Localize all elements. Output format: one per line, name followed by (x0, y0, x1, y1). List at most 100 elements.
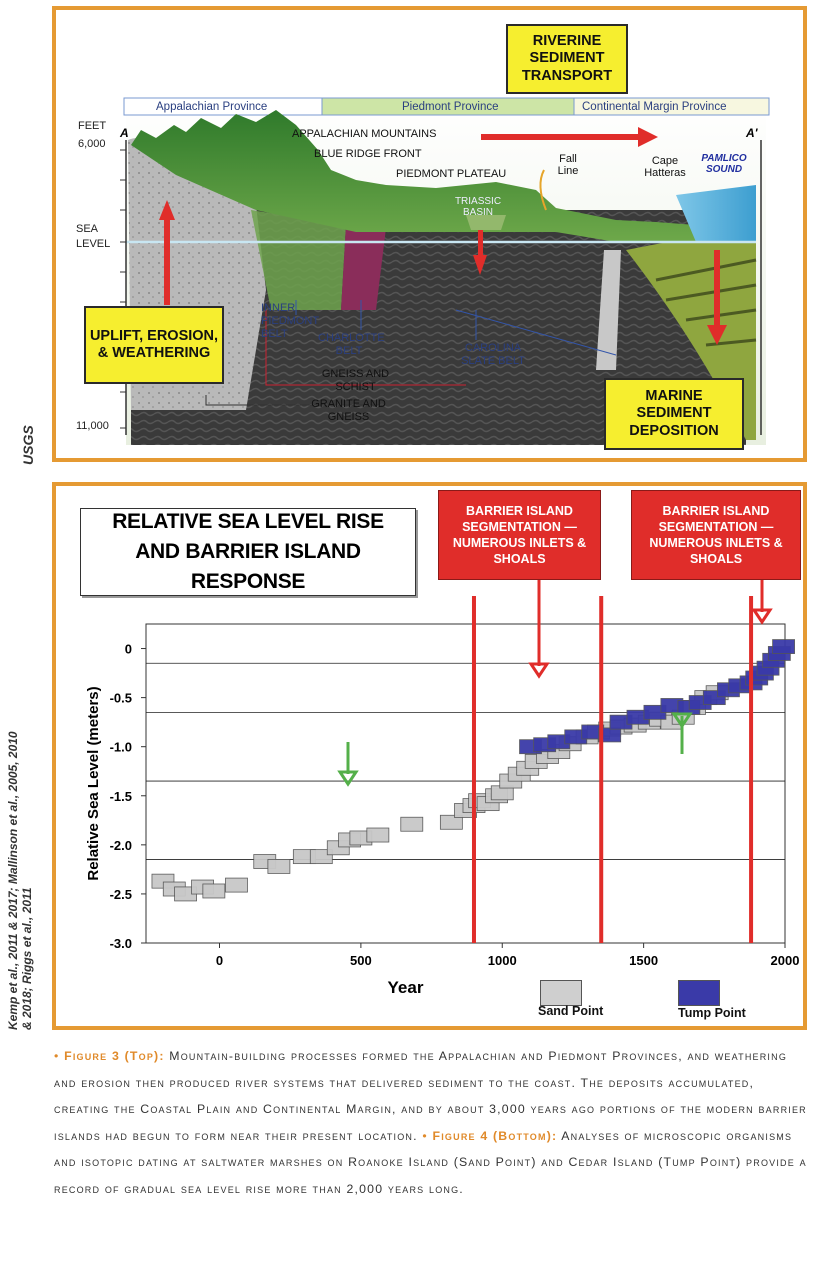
fig4-caption-text: Analyses of microscopic organisms and is… (54, 1128, 807, 1196)
sand-point-mark (267, 859, 291, 874)
x-axis-label: Year (388, 978, 424, 997)
legend-sand-label: Sand Point (538, 1004, 604, 1018)
pamlico-sound-water (676, 185, 756, 242)
sand-point-mark (649, 711, 672, 727)
figure-caption: • Figure 3 (Top): Mountain-building proc… (54, 1049, 807, 1196)
tump-point-mark (564, 729, 588, 745)
tump-point-mark (739, 675, 763, 691)
segmentation-arrow-1-head (528, 662, 550, 679)
inner-piedmont-region (251, 210, 346, 310)
segmentation-label-1: BARRIER ISLAND SEGMENTATION — NUMEROUS I… (452, 503, 587, 567)
inner-piedmont-label: INNER PIEDMONT BELT (261, 302, 319, 340)
sand-point-mark (225, 877, 248, 893)
tump-point-mark (772, 639, 795, 654)
tump-point-mark (581, 724, 605, 740)
riverine-label-box: RIVERINE SEDIMENT TRANSPORT (506, 24, 628, 94)
province-appalachian: Appalachian Province (156, 101, 268, 113)
carolina-gray-column (596, 250, 621, 370)
fig4-caption-label: Figure 4 (Bottom): (432, 1128, 558, 1143)
sand-point-mark (586, 724, 610, 740)
sand-point-mark (671, 709, 695, 725)
kemp-credit-text: Kemp et al., 2011 & 2017; Mallinson et a… (6, 731, 34, 1030)
sand-point-mark (705, 685, 729, 701)
charlotte-belt-label: CHARLOTTE BELT (318, 332, 385, 357)
sand-point-mark (454, 803, 477, 818)
fall-line-label: Fall Line (557, 153, 579, 177)
tump-point-mark (547, 734, 571, 750)
sand-point-mark (694, 690, 718, 706)
fig3-caption-label: Figure 3 (Top): (64, 1049, 165, 1063)
sand-point-mark (499, 773, 523, 789)
tump-point-mark (519, 739, 542, 755)
y-tick-label: -2.5 (110, 887, 132, 902)
province-piedmont: Piedmont Province (402, 101, 499, 113)
building-box-1: BUILDING BARRIER ISLANDS & CLOSING INLET… (265, 681, 425, 743)
marine-label: MARINE SEDIMENT DEPOSITION (629, 387, 719, 439)
y-axis-label: Relative Sea Level (meters) (85, 686, 102, 880)
figure-4-panel: RELATIVE SEA LEVEL RISE AND BARRIER ISLA… (52, 482, 807, 1030)
x-tick-label: 1000 (488, 953, 517, 968)
riverine-arrow (481, 127, 658, 147)
tump-point-mark (767, 646, 791, 661)
section-end-label: A' (746, 126, 758, 140)
depth-top-label: 6,000 (78, 138, 106, 150)
sand-point-mark (400, 816, 424, 832)
triassic-arrow (473, 230, 487, 275)
y-tick-label: 0 (125, 642, 132, 657)
appalachian-mountains-label: APPALACHIAN MOUNTAINS (292, 128, 437, 140)
sand-point-mark (623, 717, 647, 733)
kemp-credit: Kemp et al., 2011 & 2017; Mallinson et a… (6, 730, 34, 1030)
building-arrow-2-head (671, 712, 693, 729)
tump-point-mark (762, 652, 786, 668)
chart-title: RELATIVE SEA LEVEL RISE AND BARRIER ISLA… (112, 510, 384, 593)
sand-point-mark (349, 830, 373, 846)
tump-point-mark (728, 678, 752, 694)
sand-point-mark (547, 744, 571, 760)
sand-point-mark (485, 788, 509, 804)
pamlico-sound-label: PAMLICO SOUND (701, 153, 747, 175)
chart-title-box: RELATIVE SEA LEVEL RISE AND BARRIER ISLA… (80, 508, 416, 596)
tump-point-mark (702, 690, 726, 706)
sand-point-mark (468, 793, 492, 809)
segmentation-box-2: BARRIER ISLAND SEGMENTATION — NUMEROUS I… (631, 490, 801, 580)
y-tick-label: -0.5 (110, 691, 132, 706)
granite-gneiss-label: GRANITE AND GNEISS (311, 398, 386, 423)
y-tick-label: -1.5 (110, 789, 132, 804)
sand-point-mark (309, 849, 333, 865)
tump-point-mark (598, 727, 622, 743)
tump-point-mark (626, 709, 650, 725)
y-tick-label: -3.0 (110, 936, 132, 951)
landscape-surface (131, 110, 746, 242)
tump-point-mark (660, 698, 684, 713)
tump-point-mark (750, 665, 774, 681)
sand-point-mark (253, 854, 277, 869)
sand-point-mark (609, 719, 633, 735)
sand-point-mark (516, 760, 540, 776)
building-arrow-1-head (337, 770, 359, 787)
sand-point-mark (476, 796, 500, 812)
sand-point-mark (524, 754, 548, 769)
sand-point-mark (202, 883, 226, 899)
sand-point-mark (439, 814, 463, 830)
section-start-label: A (120, 126, 129, 140)
legend-tump-label: Tump Point (678, 1006, 746, 1020)
sand-point-mark (162, 881, 186, 897)
cross-section-diagram (120, 97, 770, 445)
marine-label-box: MARINE SEDIMENT DEPOSITION (604, 378, 744, 450)
province-margin: Continental Margin Province (582, 101, 727, 113)
cape-hatteras-label: Cape Hatteras (644, 155, 686, 179)
sand-point-mark (507, 766, 531, 782)
sand-point-mark (598, 721, 622, 737)
sand-point-mark (637, 714, 661, 730)
x-tick-label: 2000 (771, 953, 800, 968)
segmentation-box-1: BARRIER ISLAND SEGMENTATION — NUMEROUS I… (438, 490, 601, 580)
depth-bottom-label: 11,000 (76, 420, 109, 432)
tump-point-mark (643, 704, 667, 720)
sand-point-mark (558, 736, 582, 752)
sand-point-mark (536, 749, 559, 764)
sand-point-mark (366, 827, 390, 843)
x-tick-label: 500 (350, 953, 372, 968)
carolina-slate-label: CAROLINA SLATE BELT (461, 342, 525, 367)
riverine-label: RIVERINE SEDIMENT TRANSPORT (521, 32, 613, 84)
legend-sand-swatch (540, 980, 582, 1006)
